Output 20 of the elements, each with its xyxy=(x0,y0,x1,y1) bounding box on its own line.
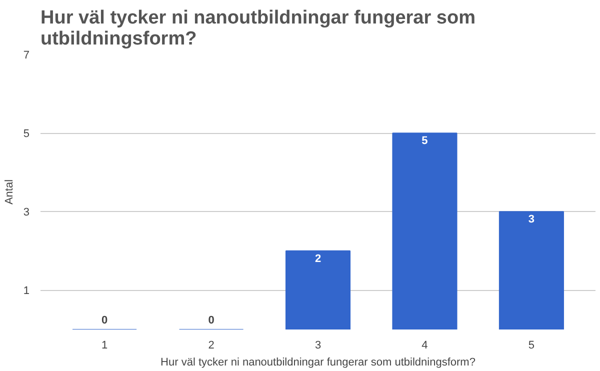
data-label: 0 xyxy=(208,314,214,326)
x-tick-label: 4 xyxy=(422,340,428,352)
x-axis-title: Hur väl tycker ni nanoutbildningar fungerar som utbildningsform? xyxy=(160,356,476,368)
x-tick-label: 1 xyxy=(101,340,108,352)
y-tick-label: 5 xyxy=(23,128,30,140)
x-tick-label: 5 xyxy=(528,340,535,352)
data-label: 0 xyxy=(101,314,108,326)
data-label: 3 xyxy=(528,214,535,226)
y-tick-label: 7 xyxy=(23,50,30,62)
y-tick-label: 1 xyxy=(23,285,30,298)
chart-title: Hur väl tycker ni nanoutbildningar fungerar som utbildningsform? xyxy=(40,8,476,50)
x-tick-label: 2 xyxy=(208,340,214,352)
bar xyxy=(392,132,458,330)
y-tick-label: 3 xyxy=(23,206,30,219)
data-label: 2 xyxy=(314,252,322,265)
bar xyxy=(498,211,564,330)
y-axis-title: Antal xyxy=(3,179,16,205)
data-label: 5 xyxy=(422,135,428,148)
x-tick-label: 3 xyxy=(314,340,322,352)
bar xyxy=(285,250,351,330)
